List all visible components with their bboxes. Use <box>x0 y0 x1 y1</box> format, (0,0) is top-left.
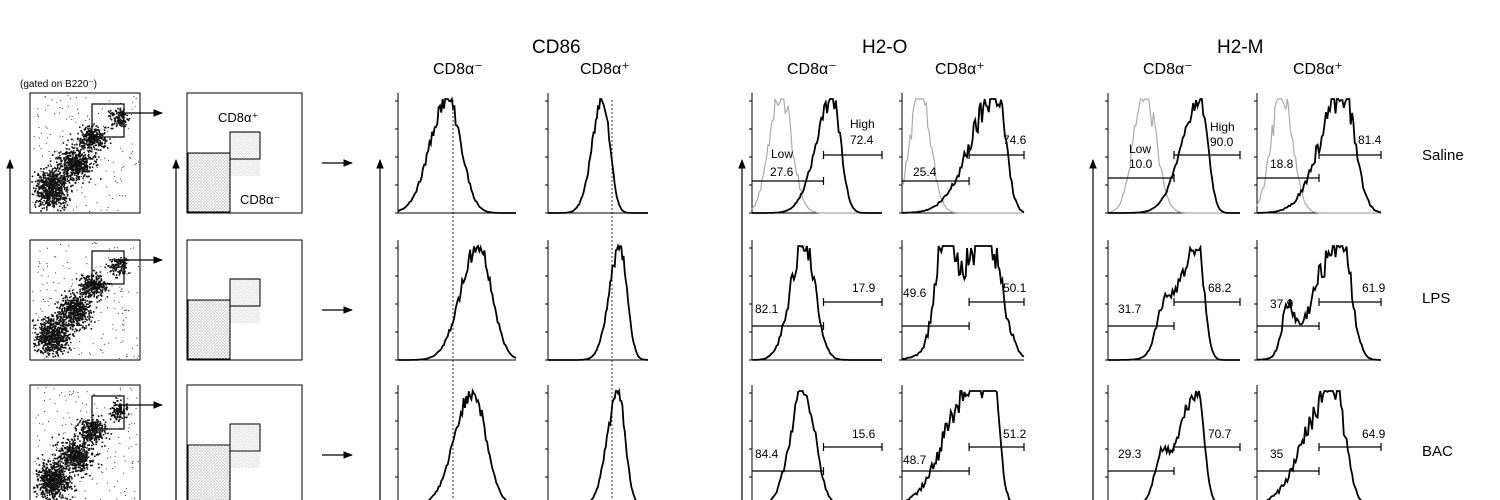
isotype-control-histogram <box>1107 98 1240 214</box>
expression-histogram <box>905 390 1012 500</box>
cd8-neg-gate <box>187 444 231 500</box>
h2o-pos-bac-low: 48.7 <box>903 453 927 467</box>
h2m-pos-lps-high: 61.9 <box>1362 281 1386 295</box>
cd8-pos-gate <box>229 131 261 160</box>
h2o-neg-saline-high-word: High <box>850 117 875 131</box>
expression-histogram <box>427 388 507 500</box>
h2m-pos-lps-low: 37.9 <box>1270 297 1294 311</box>
cd8-pos-gate <box>229 278 261 307</box>
b220-neg-gate <box>91 395 125 430</box>
marker-header-h2m: H2-M <box>1217 37 1264 58</box>
expression-histogram <box>397 96 516 214</box>
h2m-neg-saline-low-word: Low <box>1129 142 1152 156</box>
h2o-pos-lps-high: 50.1 <box>1003 281 1027 295</box>
h2m-pos-saline-low: 18.8 <box>1270 157 1294 171</box>
gate-label-cd8-pos: CD8α⁺ <box>218 110 259 125</box>
population-haze <box>230 131 260 176</box>
h2m-neg-saline-high: 90.0 <box>1210 135 1234 149</box>
b220-neg-gate <box>91 250 125 285</box>
subset-h2m-neg: CD8α⁻ <box>1143 61 1193 78</box>
h2o-pos-bac-high: 51.2 <box>1003 427 1027 441</box>
expression-histogram <box>548 243 649 361</box>
cd8-neg-population <box>188 445 230 500</box>
h2m-pos-bac-low: 35 <box>1270 447 1284 461</box>
condition-lps: LPS <box>1422 290 1451 307</box>
dot-plot-events <box>33 387 139 500</box>
h2o-neg-bac-low: 84.4 <box>755 447 779 461</box>
expression-histogram <box>901 245 1025 360</box>
h2o-neg-bac-high: 15.6 <box>852 427 876 441</box>
h2o-pos-lps-low: 49.6 <box>903 286 927 300</box>
h2m-neg-bac-low: 29.3 <box>1118 447 1142 461</box>
gate-note: (gated on B220⁻) <box>20 79 97 90</box>
expression-histogram <box>398 244 517 361</box>
h2o-neg-saline-low-word: Low <box>771 147 794 161</box>
h2o-neg-saline-high: 72.4 <box>850 133 874 147</box>
subset-cd86-pos: CD8α⁺ <box>580 61 630 78</box>
h2m-pos-bac-high: 64.9 <box>1362 427 1386 441</box>
gate-label-cd8-neg: CD8α⁻ <box>240 192 281 207</box>
h2o-pos-saline-low: 25.4 <box>913 165 937 179</box>
subset-h2o-pos: CD8α⁺ <box>935 61 985 78</box>
h2m-neg-lps-high: 68.2 <box>1208 281 1232 295</box>
population-haze <box>230 423 260 468</box>
h2m-neg-bac-high: 70.7 <box>1208 427 1232 441</box>
dot-plot-events <box>31 95 139 212</box>
expression-histogram <box>752 244 882 361</box>
population-haze <box>230 278 260 323</box>
expression-histogram <box>769 390 834 500</box>
expression-histogram <box>1256 244 1382 361</box>
expression-histogram <box>901 98 1025 214</box>
h2o-neg-lps-high: 17.9 <box>852 281 876 295</box>
h2o-neg-lps-low: 82.1 <box>755 302 779 316</box>
h2o-neg-saline-low: 27.6 <box>770 165 794 179</box>
marker-header-cd86: CD86 <box>532 37 581 58</box>
h2m-neg-saline-low: 10.0 <box>1129 157 1153 171</box>
b220-neg-gate <box>91 103 125 138</box>
h2m-neg-lps-low: 31.7 <box>1118 302 1142 316</box>
subset-cd86-neg: CD8α⁻ <box>433 61 483 78</box>
cd8-neg-population <box>188 153 230 212</box>
h2m-pos-saline-high: 81.4 <box>1358 133 1382 147</box>
expression-histogram <box>590 387 637 500</box>
cd8-neg-gate <box>187 299 231 360</box>
condition-bac: BAC <box>1422 443 1453 460</box>
isotype-control-histogram <box>1256 98 1381 214</box>
expression-histogram <box>752 98 882 214</box>
isotype-control-histogram <box>901 98 1024 214</box>
subset-h2m-pos: CD8α⁺ <box>1293 61 1343 78</box>
cd8-pos-gate <box>229 423 261 452</box>
cd8-neg-gate <box>187 152 231 213</box>
cd8-neg-population <box>188 300 230 359</box>
condition-saline: Saline <box>1422 147 1464 164</box>
expression-histogram <box>1108 98 1240 214</box>
expression-histogram <box>1108 244 1240 361</box>
expression-histogram <box>548 98 648 214</box>
subset-h2o-neg: CD8α⁻ <box>787 61 837 78</box>
h2m-neg-saline-high-word: High <box>1210 120 1235 134</box>
marker-header-h2o: H2-O <box>862 37 908 58</box>
h2o-pos-saline-high: 74.6 <box>1003 133 1027 147</box>
